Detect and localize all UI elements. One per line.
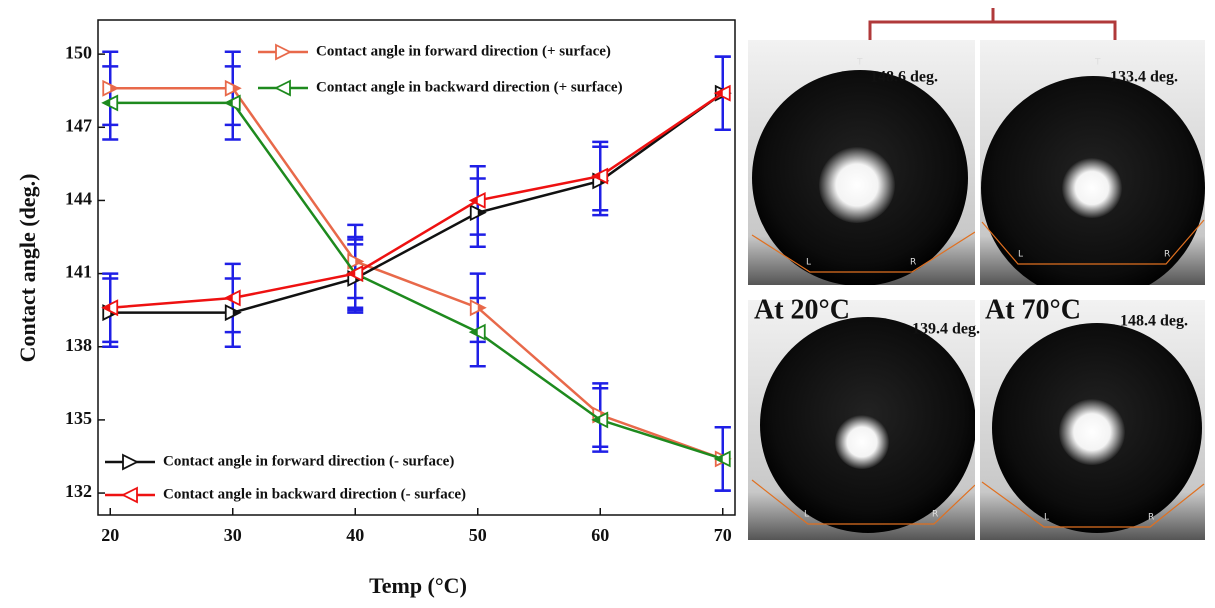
point-label: T	[1094, 58, 1101, 68]
photos: 148.6 deg. 133.4 deg. 139.4 deg. 148.4 d…	[748, 8, 1205, 540]
y-axis-label: Contact angle (deg.)	[15, 174, 40, 363]
series-line	[110, 93, 723, 308]
series-line	[110, 88, 723, 459]
caption: At 20°C	[754, 294, 850, 325]
point-label: R	[1148, 513, 1154, 523]
point-label: L	[1018, 250, 1023, 260]
angle-label: 139.4 deg.	[912, 321, 980, 338]
x-tick-label: 50	[469, 525, 487, 545]
bracket	[870, 8, 1115, 45]
legend-label: Contact angle in backward direction (- s…	[163, 486, 466, 502]
point-label: T	[856, 58, 863, 68]
point-label: R	[932, 510, 938, 520]
legend-label: Contact angle in backward direction (+ s…	[316, 79, 623, 95]
legend-marker	[123, 455, 137, 469]
point-label: L	[806, 258, 811, 268]
legend-marker	[276, 81, 290, 95]
x-tick-label: 70	[714, 525, 732, 545]
legend-marker	[123, 488, 137, 502]
point-label: L	[804, 510, 809, 520]
series-line	[110, 93, 723, 312]
y-tick-label: 138	[65, 335, 92, 355]
legend-label: Contact angle in forward direction (+ su…	[316, 43, 611, 59]
x-tick-label: 60	[591, 525, 609, 545]
caption: At 70°C	[985, 294, 1081, 325]
point-label: R	[1164, 250, 1170, 260]
angle-label: 133.4 deg.	[1110, 69, 1178, 86]
point-label: L	[1044, 513, 1049, 523]
point-label: R	[910, 258, 916, 268]
x-tick-label: 30	[224, 525, 242, 545]
y-tick-label: 132	[65, 481, 92, 501]
legend-label: Contact angle in forward direction (- su…	[163, 453, 454, 469]
y-tick-label: 141	[65, 262, 92, 282]
figure: Temp (°C) Contact angle (deg.) 132 135 138…	[0, 0, 1215, 608]
y-tick-label: 135	[65, 408, 92, 428]
plot: Temp (°C) Contact angle (deg.) 132 135 138…	[15, 20, 735, 598]
x-tick-label: 20	[101, 525, 119, 545]
y-tick-label: 144	[65, 189, 92, 209]
angle-label: 148.6 deg.	[870, 69, 938, 86]
x-tick-label: 40	[346, 525, 364, 545]
x-axis-label: Temp (°C)	[369, 573, 467, 598]
y-tick-label: 150	[65, 42, 92, 62]
angle-label: 148.4 deg.	[1120, 313, 1188, 330]
y-tick-label: 147	[65, 115, 92, 135]
photo	[980, 300, 1205, 540]
photo	[748, 40, 975, 286]
legend-marker	[276, 45, 290, 59]
